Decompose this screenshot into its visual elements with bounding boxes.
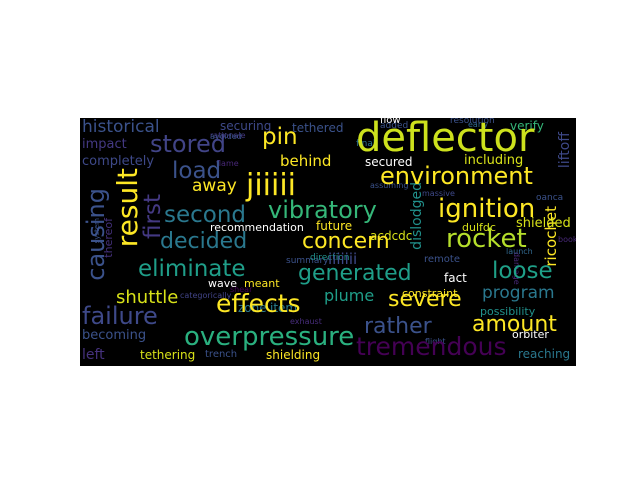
word: environment bbox=[380, 162, 533, 190]
word: pin bbox=[262, 124, 298, 150]
word: shielding bbox=[266, 348, 321, 362]
word: tethering bbox=[140, 348, 196, 362]
word: stored bbox=[150, 130, 226, 158]
word: ignition bbox=[438, 194, 536, 224]
word: remote bbox=[424, 254, 460, 265]
word: iiiiiii bbox=[328, 250, 358, 268]
word: deflector bbox=[356, 118, 535, 161]
word: acdcdc bbox=[370, 229, 413, 243]
word: causing bbox=[82, 188, 110, 281]
word: flow bbox=[380, 118, 401, 126]
word: loose bbox=[492, 258, 553, 284]
word: massive bbox=[422, 189, 455, 198]
word: trench bbox=[205, 349, 238, 360]
word: rather bbox=[364, 314, 432, 339]
word: oanca bbox=[536, 193, 564, 203]
word: failure bbox=[82, 302, 158, 330]
word: shielded bbox=[516, 216, 571, 231]
word: assuming bbox=[370, 181, 409, 190]
word: result bbox=[111, 168, 144, 248]
word: resolution bbox=[450, 118, 495, 126]
word-cloud: added early rationale final avoided flam… bbox=[80, 118, 576, 366]
word: generated bbox=[298, 261, 412, 286]
word: dulfdc bbox=[462, 221, 496, 234]
word: program bbox=[482, 283, 555, 303]
word: recommendation bbox=[210, 221, 304, 234]
word: left bbox=[82, 347, 105, 363]
word: vibratory bbox=[268, 196, 377, 224]
word: rationale bbox=[210, 131, 246, 140]
word: future bbox=[316, 219, 353, 233]
word: liftoff bbox=[557, 132, 573, 169]
word: zone bbox=[238, 301, 267, 315]
word: tethered bbox=[292, 121, 344, 135]
word: completely bbox=[82, 154, 155, 169]
word: avoided bbox=[210, 132, 242, 141]
word: jiiiii bbox=[246, 168, 297, 203]
word: second bbox=[164, 202, 247, 228]
word: shuttle bbox=[116, 287, 179, 308]
word: final bbox=[356, 139, 376, 149]
word: secured bbox=[365, 155, 413, 169]
word: decided bbox=[160, 229, 248, 254]
word: overpressure bbox=[184, 322, 355, 352]
word: book bbox=[558, 235, 576, 244]
word: added bbox=[380, 121, 409, 131]
word: categorically bbox=[180, 291, 232, 300]
word: amount bbox=[472, 312, 557, 337]
word: concern bbox=[302, 229, 390, 254]
word: flame bbox=[216, 159, 239, 168]
word: tremendous bbox=[356, 332, 507, 361]
word: early bbox=[468, 120, 489, 129]
word: impact bbox=[82, 137, 127, 152]
word: including bbox=[464, 153, 524, 168]
word: shear bbox=[230, 285, 253, 294]
word: plume bbox=[324, 286, 375, 305]
word: constraint bbox=[402, 287, 458, 300]
word: summary bbox=[286, 256, 329, 266]
word: dislodged bbox=[409, 182, 425, 250]
word: fact bbox=[444, 271, 467, 285]
word: severe bbox=[388, 287, 462, 312]
word: away bbox=[192, 176, 237, 196]
word: securing bbox=[220, 119, 272, 133]
word: historical bbox=[82, 118, 160, 137]
word: behind bbox=[280, 152, 332, 170]
word: meant bbox=[244, 277, 280, 290]
word: verify bbox=[510, 119, 544, 133]
word: exhaust bbox=[290, 317, 322, 326]
word: flight bbox=[425, 337, 446, 346]
word: rocket bbox=[446, 224, 527, 254]
word: wave bbox=[208, 277, 238, 290]
word: item bbox=[270, 301, 298, 315]
word: effects bbox=[216, 289, 301, 318]
word: becoming bbox=[82, 328, 147, 343]
word: launch bbox=[506, 247, 533, 256]
word: direction bbox=[310, 253, 350, 263]
word: reaching bbox=[518, 347, 571, 361]
word: orbiter bbox=[512, 328, 549, 341]
word: possibility bbox=[480, 305, 536, 318]
word: eliminate bbox=[138, 256, 246, 282]
word: load bbox=[172, 158, 222, 184]
word: damage bbox=[512, 252, 521, 285]
